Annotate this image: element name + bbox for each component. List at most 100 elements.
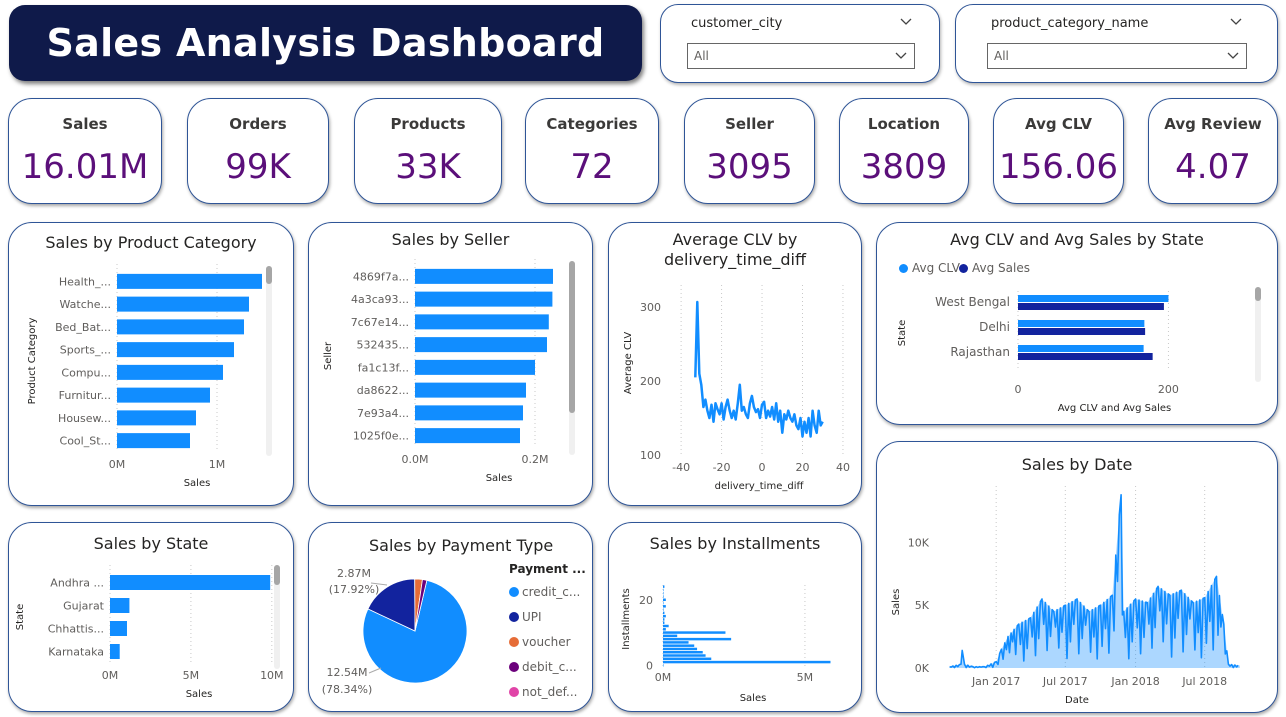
kpi-label: Location xyxy=(867,115,941,133)
kpi-value: 33K xyxy=(395,147,461,187)
legend-title: Payment ... xyxy=(509,562,586,576)
scrollbar-thumb[interactable] xyxy=(569,261,575,413)
product-category-label: product_category_name xyxy=(991,16,1149,31)
legend-item-avg-sales[interactable]: Avg Sales xyxy=(959,261,1030,275)
kpi-label: Sales xyxy=(62,115,108,133)
kpi-value: 156.06 xyxy=(999,147,1118,187)
customer-city-slicer[interactable]: customer_city All xyxy=(660,4,940,83)
legend-dot-icon xyxy=(509,687,519,697)
chart-title: Sales by Seller xyxy=(391,230,510,249)
bar xyxy=(663,647,698,651)
bar xyxy=(663,588,664,592)
kpi-value: 72 xyxy=(570,147,614,187)
x-tick-label: Jan 2017 xyxy=(971,675,1020,688)
category-label: da8622... xyxy=(357,384,409,397)
kpi-value: 16.01M xyxy=(21,147,149,187)
category-label: Rajasthan xyxy=(950,345,1010,359)
sales-by-date-card: Sales by Date Jan 2017 Jul 2017 Jan 2018 Ju… xyxy=(876,441,1278,713)
scrollbar-thumb[interactable] xyxy=(274,565,280,585)
x-tick-label: 20 xyxy=(795,461,809,474)
category-label: fa1c13f... xyxy=(358,361,409,374)
bar xyxy=(110,575,271,590)
chart-title: Sales by State xyxy=(93,534,209,553)
dashboard-title: Sales Analysis Dashboard xyxy=(46,21,605,65)
kpi-label: Avg Review xyxy=(1164,115,1262,133)
x-tick-label: 0M xyxy=(655,671,672,684)
bar xyxy=(663,621,665,624)
bar xyxy=(1018,328,1146,335)
bar xyxy=(117,342,234,358)
series-line xyxy=(694,300,824,438)
category-label: 4869f7a... xyxy=(353,270,409,283)
bar xyxy=(663,654,706,657)
x-tick-label: Jan 2018 xyxy=(1110,675,1159,688)
legend-dot-icon xyxy=(509,637,519,647)
product-category-slicer[interactable]: product_category_name All xyxy=(955,4,1278,83)
legend-label: credit_c... xyxy=(522,585,580,599)
bar xyxy=(415,359,535,375)
bar xyxy=(415,337,547,353)
x-tick-label: 0.2M xyxy=(522,453,549,466)
sales-by-seller-chart[interactable]: 0.0M 0.2M 4869f7a... 4a3ca93... 7c67e14... 53… xyxy=(309,223,593,506)
data-label: 2.87M xyxy=(337,567,371,580)
y-axis-label: State xyxy=(897,320,908,346)
product-category-dropdown[interactable]: All xyxy=(987,43,1247,69)
y-axis-label: Product Category xyxy=(27,318,38,405)
kpi-card-orders: Orders 99K xyxy=(187,98,329,204)
x-axis-label: Sales xyxy=(486,473,513,484)
customer-city-dropdown[interactable]: All xyxy=(687,43,915,69)
legend-label: not_def... xyxy=(522,685,577,699)
bar xyxy=(415,314,549,330)
chart-title: Sales by Installments xyxy=(649,534,821,553)
category-label: Watche... xyxy=(59,298,111,311)
sales-by-seller-card: Sales by Seller 0.0M 0.2M 4869f7a... 4a3ca9… xyxy=(308,222,593,506)
scrollbar-thumb[interactable] xyxy=(266,266,272,284)
category-label: Delhi xyxy=(979,320,1010,334)
x-tick-label: Jul 2018 xyxy=(1181,675,1227,688)
y-tick-label: 5K xyxy=(915,599,930,612)
kpi-label: Avg CLV xyxy=(1025,115,1092,133)
sales-by-date-chart[interactable]: Jan 2017 Jul 2017 Jan 2018 Jul 2018 0K 5K 10K D… xyxy=(877,442,1278,713)
legend-label: debit_c... xyxy=(522,660,577,674)
pie-slice xyxy=(414,579,428,632)
dashboard-title-bar: Sales Analysis Dashboard xyxy=(9,5,642,81)
kpi-card-avg-clv: Avg CLV 156.06 xyxy=(993,98,1124,204)
scrollbar-thumb[interactable] xyxy=(1255,287,1261,301)
category-label: 7e93a4... xyxy=(357,407,409,420)
avg-clv-line-chart[interactable]: -40 -20 0 20 40100200300delivery_time_diffAv… xyxy=(609,223,862,506)
legend-item-avg-clv[interactable]: Avg CLV xyxy=(899,261,960,275)
chevron-down-icon xyxy=(895,52,907,59)
customer-city-label: customer_city xyxy=(691,16,783,31)
legend-label: UPI xyxy=(522,610,542,624)
kpi-label: Seller xyxy=(725,115,774,133)
x-tick-label: 0M xyxy=(102,669,119,682)
avg-clv-by-delivery-card: Average CLV by delivery_time_diff -40 -20… xyxy=(608,222,862,506)
y-tick-label: 300 xyxy=(640,301,661,314)
category-label: 4a3ca93... xyxy=(351,293,409,306)
kpi-value: 99K xyxy=(225,147,291,187)
sales-by-product-category-chart[interactable]: 0M 1M Health_... Watche... Bed_Bat... Sports_… xyxy=(9,223,294,506)
chart-title: Sales by Product Category xyxy=(45,233,257,252)
kpi-card-avg-review: Avg Review 4.07 xyxy=(1148,98,1278,204)
sales-by-installments-chart[interactable]: 0M 5M 0 20 Sales Installments xyxy=(609,523,862,712)
sales-by-payment-type-chart[interactable]: 2.87M (17.92%) 12.54M (78.34%) Payment ... cr… xyxy=(309,523,593,712)
x-tick-label: 5M xyxy=(183,669,200,682)
bar xyxy=(117,296,249,312)
sales-by-state-chart[interactable]: 0M 5M 10M Andhra ... Gujarat Chhattis... Karna… xyxy=(9,523,294,712)
bar xyxy=(663,624,669,628)
y-tick-label: 0 xyxy=(646,659,653,672)
bar xyxy=(663,644,695,647)
x-axis-label: Sales xyxy=(186,689,213,700)
x-tick-label: -20 xyxy=(713,461,731,474)
y-axis-label: Sales xyxy=(891,589,902,616)
y-tick-label: 10K xyxy=(908,536,930,549)
chevron-down-icon[interactable] xyxy=(1229,15,1243,29)
bar xyxy=(663,660,831,664)
chevron-down-icon[interactable] xyxy=(899,15,913,29)
data-label: (17.92%) xyxy=(329,583,380,596)
kpi-value: 3809 xyxy=(860,147,948,187)
bar xyxy=(110,598,130,613)
x-axis-label: Date xyxy=(1065,695,1089,706)
customer-city-value: All xyxy=(694,49,709,63)
